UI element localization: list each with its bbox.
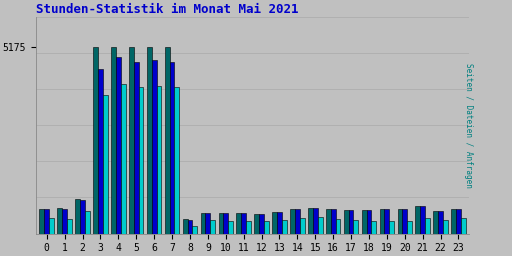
Bar <box>237 213 241 233</box>
Bar <box>456 209 461 233</box>
Bar <box>45 209 49 233</box>
Bar <box>147 47 152 233</box>
Bar <box>282 220 287 233</box>
Bar <box>461 218 466 233</box>
Y-axis label: Seiten / Dateien / Anfragen: Seiten / Dateien / Anfragen <box>464 63 474 188</box>
Bar <box>371 221 376 233</box>
Bar <box>433 211 438 233</box>
Bar <box>129 47 134 233</box>
Bar <box>39 209 45 233</box>
Bar <box>175 87 179 233</box>
Bar <box>152 60 157 233</box>
Text: Stunden-Statistik im Monat Mai 2021: Stunden-Statistik im Monat Mai 2021 <box>36 3 298 16</box>
Bar <box>205 213 210 233</box>
Bar <box>367 210 371 233</box>
Bar <box>85 211 90 233</box>
Bar <box>93 47 98 233</box>
Bar <box>349 210 353 233</box>
Bar <box>331 209 335 233</box>
Bar <box>219 213 223 233</box>
Bar <box>313 208 317 233</box>
Bar <box>385 209 389 233</box>
Bar <box>295 209 300 233</box>
Bar <box>254 214 259 233</box>
Bar <box>165 47 169 233</box>
Bar <box>121 84 125 233</box>
Bar <box>246 220 251 233</box>
Bar <box>317 217 323 233</box>
Bar <box>397 209 402 233</box>
Bar <box>187 220 193 233</box>
Bar <box>80 200 85 233</box>
Bar <box>407 221 412 233</box>
Bar <box>49 218 54 233</box>
Bar <box>326 209 331 233</box>
Bar <box>193 226 197 233</box>
Bar <box>415 206 420 233</box>
Bar <box>241 213 246 233</box>
Bar <box>228 221 233 233</box>
Bar <box>290 209 295 233</box>
Bar <box>335 219 340 233</box>
Bar <box>111 47 116 233</box>
Bar <box>103 94 108 233</box>
Bar <box>402 209 407 233</box>
Bar <box>157 86 161 233</box>
Bar <box>139 87 143 233</box>
Bar <box>425 218 430 233</box>
Bar <box>134 62 139 233</box>
Bar <box>116 57 121 233</box>
Bar <box>62 209 67 233</box>
Bar <box>264 221 269 233</box>
Bar <box>389 221 394 233</box>
Bar <box>259 214 264 233</box>
Bar <box>210 220 215 233</box>
Bar <box>169 62 175 233</box>
Bar <box>344 210 349 233</box>
Bar <box>67 219 72 233</box>
Bar <box>451 209 456 233</box>
Bar <box>272 212 277 233</box>
Bar <box>438 211 443 233</box>
Bar <box>308 208 313 233</box>
Bar <box>443 220 448 233</box>
Bar <box>379 209 385 233</box>
Bar <box>353 220 358 233</box>
Bar <box>57 208 62 233</box>
Bar <box>223 214 228 233</box>
Bar <box>201 213 205 233</box>
Bar <box>361 210 367 233</box>
Bar <box>183 219 187 233</box>
Bar <box>98 69 103 233</box>
Bar <box>75 199 80 233</box>
Bar <box>420 206 425 233</box>
Bar <box>300 218 305 233</box>
Bar <box>277 212 282 233</box>
